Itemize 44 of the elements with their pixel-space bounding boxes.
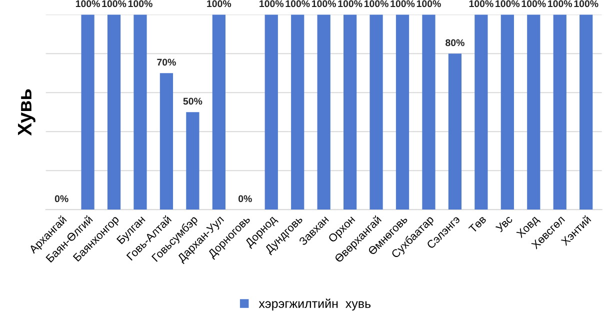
data-label: 0% (238, 195, 252, 202)
bar (186, 112, 200, 210)
data-label: 80% (446, 39, 464, 46)
data-label: 100% (260, 0, 284, 8)
bar (553, 14, 566, 210)
bar (474, 14, 488, 210)
data-label: 100% (548, 0, 572, 8)
bar (448, 54, 462, 210)
bar (344, 14, 357, 210)
bar (134, 14, 147, 210)
data-label: 50% (183, 98, 202, 105)
data-label: 100% (128, 0, 152, 8)
bar (370, 14, 383, 210)
x-tick-label: Төв (468, 215, 487, 234)
data-label: 100% (207, 0, 232, 8)
bar (580, 14, 593, 210)
legend-label: хэрэгжилтийн хувь (258, 298, 371, 310)
bar (81, 14, 94, 210)
bar (422, 14, 436, 210)
bar (500, 14, 514, 210)
bar (264, 14, 278, 210)
x-tick-label: Увс (495, 214, 513, 233)
bar (160, 73, 174, 210)
data-label: 100% (364, 0, 388, 8)
bar (212, 14, 226, 210)
bar (317, 14, 330, 210)
data-label: 100% (338, 0, 362, 8)
y-axis-title: Хувь (18, 89, 36, 136)
data-label: 70% (157, 58, 176, 66)
bar (527, 14, 540, 210)
data-label: 100% (312, 0, 336, 8)
bar (291, 14, 304, 210)
data-label: 100% (390, 0, 415, 8)
bar (107, 14, 121, 210)
data-label: 100% (496, 0, 520, 8)
data-label: 100% (102, 0, 126, 8)
data-label: 100% (469, 0, 494, 8)
data-label: 100% (574, 0, 598, 8)
data-label: 100% (76, 0, 100, 8)
bar (396, 14, 410, 210)
data-label: 100% (522, 0, 546, 8)
data-label: 0% (54, 195, 68, 202)
data-label: 100% (416, 0, 441, 8)
data-label: 100% (286, 0, 310, 8)
